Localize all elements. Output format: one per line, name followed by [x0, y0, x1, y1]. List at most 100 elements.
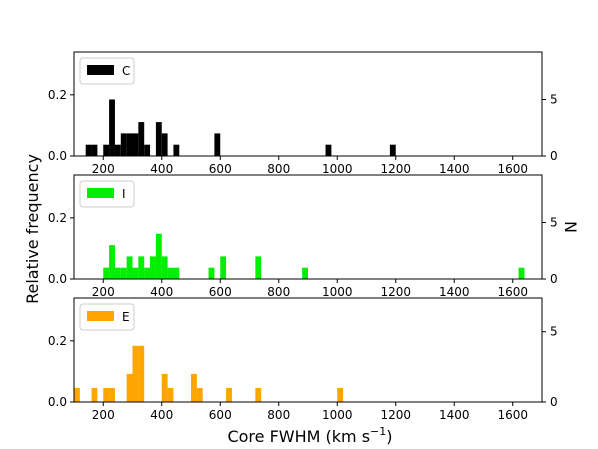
bar [255, 256, 262, 279]
bar [132, 133, 139, 156]
y-tick-label-left: 0.2 [48, 88, 67, 102]
bar [144, 144, 151, 156]
x-tick-label: 1400 [439, 408, 470, 422]
x-tick-label: 1400 [439, 162, 470, 176]
x-tick-label: 600 [209, 162, 232, 176]
bar [126, 373, 133, 402]
legend-label: I [122, 187, 126, 201]
x-tick-label: 200 [92, 408, 115, 422]
legend-label: C [122, 64, 130, 78]
y-tick-label-left: 0.0 [48, 149, 67, 163]
x-tick-label: 1600 [497, 408, 528, 422]
bar [173, 267, 180, 279]
bar [138, 122, 145, 156]
x-tick-label: 600 [209, 285, 232, 299]
x-tick-label: 1000 [322, 162, 353, 176]
legend-label: E [122, 310, 130, 324]
bar [173, 144, 180, 156]
bar [167, 267, 174, 279]
bar [126, 256, 133, 279]
bar [114, 267, 121, 279]
x-axis-label-main: Core FWHM (km s [227, 427, 370, 446]
y-tick-label-right: 0 [550, 395, 558, 409]
bar [114, 144, 121, 156]
x-tick-label: 200 [92, 162, 115, 176]
bar [91, 144, 98, 156]
y-tick-label-right: 5 [550, 92, 558, 106]
bar [74, 387, 80, 402]
bar [132, 267, 139, 279]
bar [226, 387, 232, 402]
bar [337, 387, 344, 402]
x-tick-label: 1400 [439, 285, 470, 299]
x-tick-label: 1000 [322, 408, 353, 422]
x-tick-label: 400 [150, 408, 173, 422]
bar [109, 99, 115, 156]
y-tick-label-right: 0 [550, 149, 558, 163]
bar [196, 387, 203, 402]
y-tick-label-right: 0 [550, 272, 558, 286]
x-tick-label: 400 [150, 285, 173, 299]
panel-frame [73, 297, 543, 403]
bar [167, 387, 174, 402]
bar [214, 133, 221, 156]
bar [518, 267, 525, 279]
bar [103, 144, 110, 156]
bar [144, 267, 151, 279]
y-tick-label-right: 5 [550, 325, 558, 339]
panel-frame [73, 174, 543, 280]
bar [389, 144, 396, 156]
bar [109, 387, 115, 402]
y-tick-label-right: 5 [550, 215, 558, 229]
bar [85, 144, 92, 156]
bar [155, 233, 162, 279]
x-tick-label: 1600 [497, 162, 528, 176]
bar [138, 256, 145, 279]
bar [132, 345, 139, 402]
panels: 200 400 600 800 1000 1200 1400 16000.00.205C200… [48, 51, 558, 422]
bar [109, 245, 115, 279]
bar [126, 133, 133, 156]
bar [91, 387, 98, 402]
panel-c: 200 400 600 800 1000 1200 1400 1600 0.0 0.2 0 5 C [48, 51, 558, 176]
x-tick-label: 1600 [497, 285, 528, 299]
bar [150, 256, 156, 279]
panel-frame [73, 51, 543, 157]
x-axis-label-end: ) [386, 427, 392, 446]
x-tick-label: 800 [267, 285, 290, 299]
bar [302, 267, 308, 279]
y-tick-label-left: 0.0 [48, 395, 67, 409]
x-axis-label: Core FWHM (km s−1) [227, 425, 392, 446]
y-tick-label-left: 0.2 [48, 211, 67, 225]
legend-swatch [87, 188, 114, 198]
x-tick-label: 200 [92, 285, 115, 299]
y-tick-label-left: 0.0 [48, 272, 67, 286]
panel-i: 200 400 600 800 1000 1200 1400 1600 0.0 0.2 0 5 I [48, 174, 558, 299]
bar [103, 387, 110, 402]
x-tick-label: 800 [267, 408, 290, 422]
x-tick-label: 1200 [380, 162, 411, 176]
bar [161, 133, 168, 156]
y-axis-label-left: Relative frequency [23, 154, 42, 304]
bar [161, 256, 168, 279]
x-tick-label: 1000 [322, 285, 353, 299]
bar [255, 387, 262, 402]
y-axis-label-right: N [561, 221, 580, 233]
bar [161, 373, 168, 402]
bar [120, 267, 127, 279]
bar [220, 256, 227, 279]
x-tick-label: 1200 [380, 408, 411, 422]
bar [138, 345, 145, 402]
panel-e: 200 400 600 800 1000 1200 1400 1600 0.0 0.2 0 5 E [48, 297, 558, 422]
bar [191, 373, 197, 402]
x-tick-label: 800 [267, 162, 290, 176]
x-tick-label: 400 [150, 162, 173, 176]
x-tick-label: 1200 [380, 285, 411, 299]
x-tick-label: 600 [209, 408, 232, 422]
bar [325, 144, 332, 156]
legend-swatch [87, 311, 114, 321]
x-axis-label-superscript: −1 [370, 425, 386, 438]
bar [155, 122, 162, 156]
bar [103, 267, 110, 279]
